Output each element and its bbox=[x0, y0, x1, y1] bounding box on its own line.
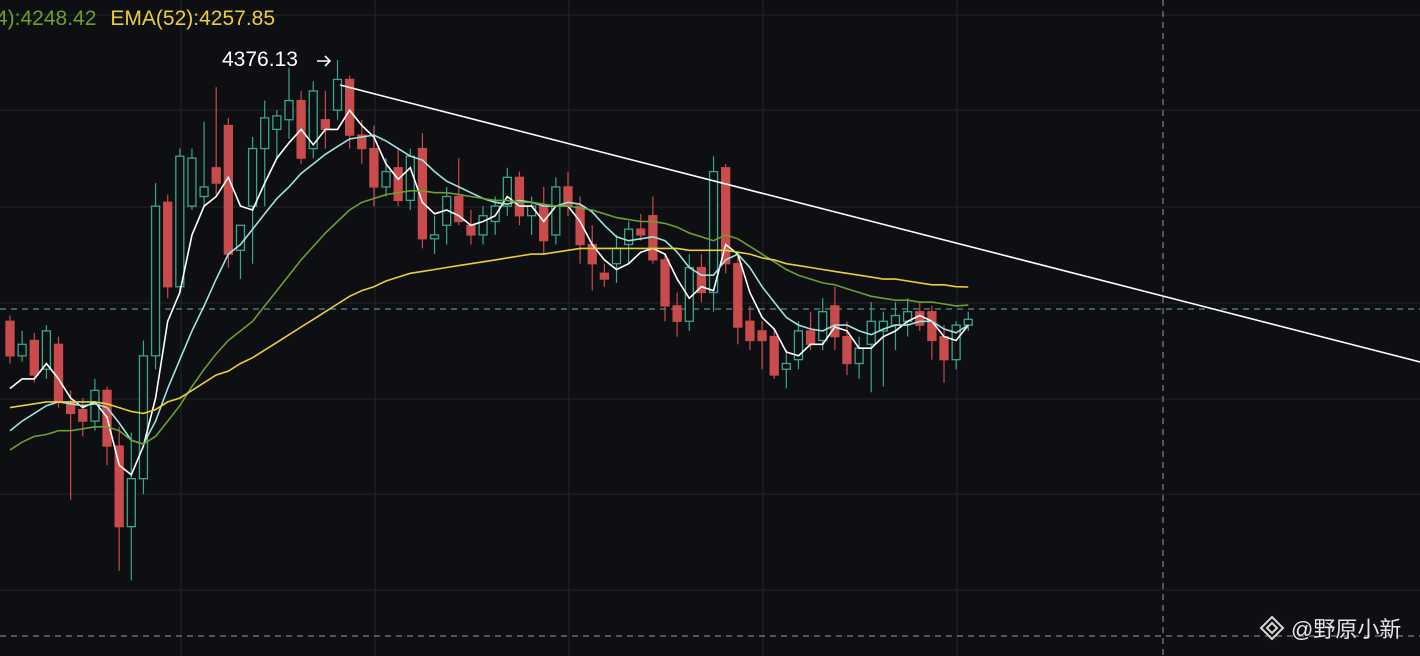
candle-body bbox=[915, 311, 925, 326]
candle-body bbox=[502, 176, 512, 207]
candle-body bbox=[223, 124, 233, 255]
candle-body bbox=[721, 167, 731, 265]
candle-body bbox=[539, 205, 549, 242]
candle-body bbox=[114, 445, 124, 528]
candle-body bbox=[235, 224, 246, 251]
candle-body bbox=[939, 335, 949, 361]
candle-body bbox=[126, 478, 136, 528]
candle-body bbox=[623, 228, 634, 246]
candle-body bbox=[308, 90, 318, 150]
candle-body bbox=[478, 215, 488, 236]
ema-line bbox=[9, 247, 969, 415]
candle-body bbox=[696, 266, 707, 294]
candle-body bbox=[830, 305, 840, 338]
watermark-logo bbox=[1259, 615, 1285, 641]
candle-body bbox=[29, 339, 39, 376]
candle-body bbox=[745, 320, 755, 342]
candle-body bbox=[405, 155, 415, 202]
candle-body bbox=[793, 330, 804, 361]
candle-body bbox=[733, 263, 743, 328]
candle-body bbox=[963, 318, 973, 326]
candle-body bbox=[757, 330, 767, 342]
candle-body bbox=[393, 167, 403, 202]
candle-body bbox=[150, 205, 161, 357]
candle-body bbox=[514, 176, 525, 217]
candle-body bbox=[17, 343, 27, 357]
candle-body bbox=[660, 259, 670, 307]
candle-body bbox=[490, 205, 500, 223]
ema-line bbox=[9, 190, 969, 451]
annotation-arrow bbox=[317, 55, 332, 67]
candle-body bbox=[272, 115, 282, 131]
candle-body bbox=[818, 311, 828, 342]
candle-body bbox=[247, 147, 258, 207]
candle-body bbox=[5, 320, 15, 357]
candle-body bbox=[466, 224, 476, 236]
candle-body bbox=[575, 205, 585, 246]
candle-body bbox=[284, 99, 294, 121]
trend-line bbox=[339, 84, 1420, 363]
candle-body bbox=[890, 314, 901, 326]
candle-body bbox=[599, 272, 610, 280]
candle-body bbox=[381, 170, 391, 188]
ema-line bbox=[9, 108, 969, 477]
legend-entry: EMA(52):4257.85 bbox=[110, 7, 275, 30]
candle-body bbox=[951, 324, 961, 361]
candle-body bbox=[260, 117, 270, 150]
plot bbox=[5, 60, 1420, 581]
candle-body bbox=[708, 170, 719, 294]
candle-body bbox=[842, 335, 852, 365]
candle-body bbox=[78, 408, 88, 422]
candle-body bbox=[320, 119, 331, 131]
candle-body bbox=[781, 362, 791, 370]
candle-body bbox=[769, 335, 779, 376]
candle-body bbox=[344, 78, 355, 136]
candle-body bbox=[138, 355, 149, 480]
ema-line bbox=[9, 134, 969, 446]
watermark: @野原小新 bbox=[1291, 617, 1401, 642]
candle-body bbox=[41, 330, 52, 370]
legend-entry: 4):4248.42 bbox=[0, 7, 96, 30]
candle-body bbox=[369, 147, 379, 188]
candle-body bbox=[611, 247, 622, 265]
candle-body bbox=[175, 155, 185, 288]
candle-body bbox=[211, 167, 221, 184]
candle-body bbox=[878, 320, 889, 332]
candle-body bbox=[854, 347, 864, 365]
candle-body bbox=[357, 134, 367, 150]
candle-body bbox=[429, 234, 440, 240]
candle-body bbox=[454, 195, 464, 223]
candle-body bbox=[672, 305, 682, 322]
candle-body bbox=[187, 157, 197, 207]
candle-body bbox=[53, 343, 64, 403]
candle-body bbox=[163, 201, 173, 288]
candle-body bbox=[636, 228, 646, 236]
candle-body bbox=[805, 330, 816, 345]
candle-body bbox=[332, 78, 343, 111]
candle-body bbox=[417, 147, 428, 240]
high-annotation: 4376.13 bbox=[222, 48, 298, 71]
candle-body bbox=[199, 186, 209, 198]
